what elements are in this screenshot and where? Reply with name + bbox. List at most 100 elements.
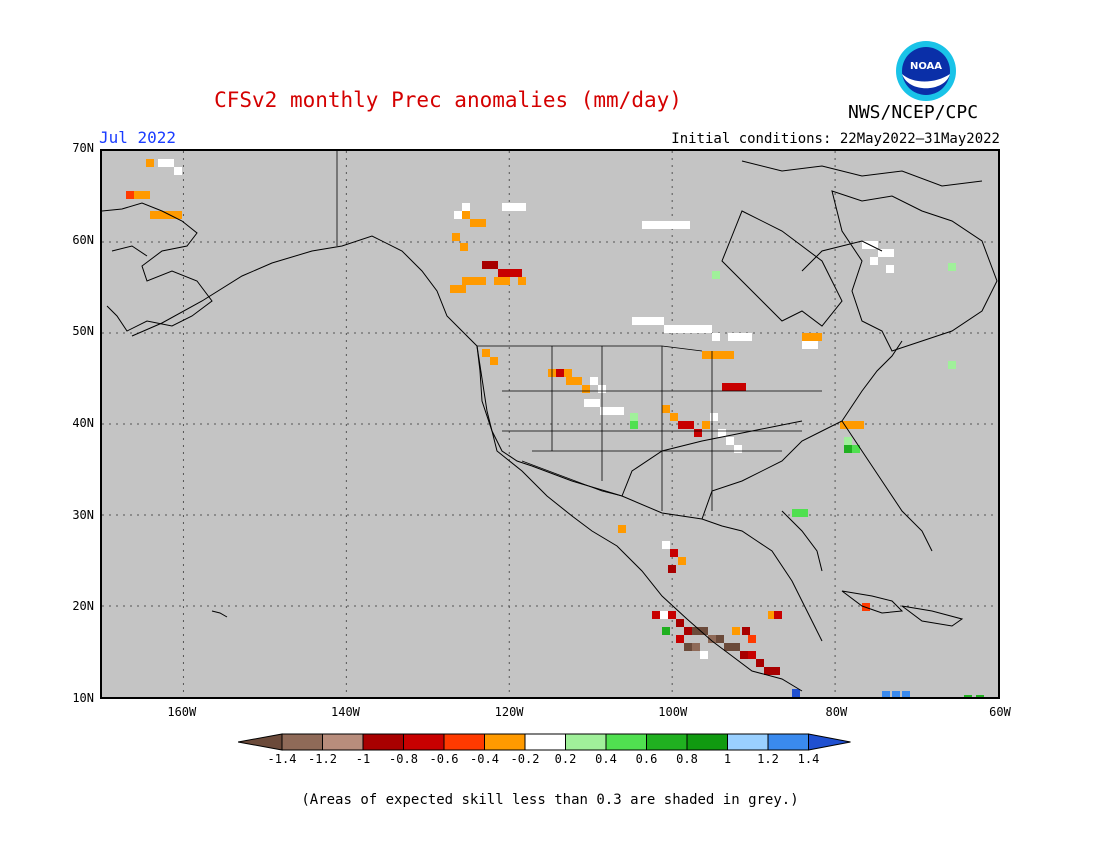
anomaly-cell	[662, 541, 670, 549]
colorbar-box	[322, 733, 364, 751]
initial-conditions-label: Initial conditions: 22May2022–31May2022	[671, 131, 1000, 147]
colorbar-tick-label: -0.2	[510, 752, 540, 766]
anomaly-cell	[666, 221, 674, 229]
anomaly-cell	[656, 317, 664, 325]
anomaly-cell	[810, 341, 818, 349]
anomaly-cell	[768, 611, 776, 619]
anomaly-cell	[748, 651, 756, 659]
anomaly-cell	[710, 351, 718, 359]
lon-label: 120W	[494, 705, 524, 719]
anomaly-cell	[680, 325, 688, 333]
anomaly-cell	[498, 269, 506, 277]
colorbar-tick-label: 0.2	[554, 752, 577, 766]
anomaly-cell	[674, 221, 682, 229]
agency-label: NWS/NCEP/CPC	[848, 102, 979, 123]
anomaly-cell	[518, 203, 526, 211]
anomaly-cell	[738, 383, 746, 391]
anomaly-cell	[470, 219, 478, 227]
anomaly-cell	[590, 377, 598, 385]
anomaly-cell	[732, 627, 740, 635]
anomaly-cell	[506, 269, 514, 277]
anomaly-cell	[740, 651, 748, 659]
colorbar-box	[565, 733, 607, 751]
anomaly-cell	[728, 333, 736, 341]
anomaly-cell	[662, 405, 670, 413]
anomaly-cell	[814, 333, 822, 341]
anomaly-cell	[454, 211, 462, 219]
anomaly-cell	[704, 325, 712, 333]
anomaly-cell	[802, 341, 810, 349]
noaa-logo: NOAA	[895, 40, 957, 102]
anomaly-cell	[774, 611, 782, 619]
anomaly-cell	[686, 421, 694, 429]
anomaly-cell	[494, 277, 502, 285]
colorbar-arrow-left	[238, 733, 283, 751]
colorbar-box	[727, 733, 769, 751]
lat-label: 10N	[72, 691, 94, 705]
anomaly-cell	[744, 333, 752, 341]
anomaly-cell	[592, 399, 600, 407]
anomaly-cell	[892, 691, 900, 697]
anomaly-cell	[732, 643, 740, 651]
anomaly-cell	[684, 643, 692, 651]
anomaly-cell	[886, 265, 894, 273]
anomaly-cell	[462, 277, 470, 285]
anomaly-cell	[948, 361, 956, 369]
anomaly-cell	[584, 399, 592, 407]
anomaly-cell	[692, 627, 700, 635]
anomaly-cell	[664, 325, 672, 333]
lat-label: 20N	[72, 599, 94, 614]
anomaly-cell	[682, 221, 690, 229]
anomaly-cell	[510, 203, 518, 211]
month-label: Jul 2022	[99, 128, 177, 147]
anomaly-cell	[478, 277, 486, 285]
colorbar-box	[484, 733, 526, 751]
colorbar-box	[403, 733, 445, 751]
colorbar-tick-label: -1	[355, 752, 371, 766]
anomaly-cell	[470, 277, 478, 285]
lon-label: 60W	[989, 705, 1011, 719]
anomaly-cells	[126, 159, 984, 697]
anomaly-cell	[608, 407, 616, 415]
anomaly-cell	[878, 249, 886, 257]
anomaly-cell	[688, 325, 696, 333]
anomaly-cell	[792, 689, 800, 697]
anomaly-cell	[730, 383, 738, 391]
anomaly-cell	[840, 421, 848, 429]
anomaly-cell	[856, 421, 864, 429]
anomaly-cell	[718, 351, 726, 359]
anomaly-cell	[700, 651, 708, 659]
anomaly-cell	[166, 159, 174, 167]
colorbar-box	[767, 733, 809, 751]
anomaly-cell	[862, 241, 870, 249]
colorbar-box	[524, 733, 566, 751]
anomaly-cell	[748, 635, 756, 643]
anomaly-cell	[502, 277, 510, 285]
colorbar-tick-label: -1.2	[308, 752, 337, 766]
anomaly-cell	[694, 429, 702, 437]
anomaly-cell	[882, 691, 890, 697]
colorbar-box	[362, 733, 404, 751]
anomaly-cell	[462, 211, 470, 219]
anomaly-cell	[844, 445, 852, 453]
anomaly-cell	[792, 509, 800, 517]
anomaly-cell	[700, 627, 708, 635]
anomaly-cell	[852, 445, 860, 453]
anomaly-cell	[870, 257, 878, 265]
anomaly-cell	[452, 233, 460, 241]
lat-label: 40N	[72, 416, 94, 430]
anomaly-cell	[710, 413, 718, 421]
lon-label: 140W	[331, 705, 360, 719]
anomaly-cell	[490, 261, 498, 269]
anomaly-cell	[502, 203, 510, 211]
map-canvas	[102, 151, 998, 697]
anomaly-cell	[616, 407, 624, 415]
anomaly-cell	[126, 191, 134, 199]
colorbar-tick-label: 1	[723, 752, 732, 766]
colorbar-box	[281, 733, 323, 751]
anomaly-cell	[678, 557, 686, 565]
anomaly-cell	[964, 695, 972, 697]
anomaly-cell	[462, 203, 470, 211]
anomaly-cell	[482, 261, 490, 269]
anomaly-cell	[640, 317, 648, 325]
